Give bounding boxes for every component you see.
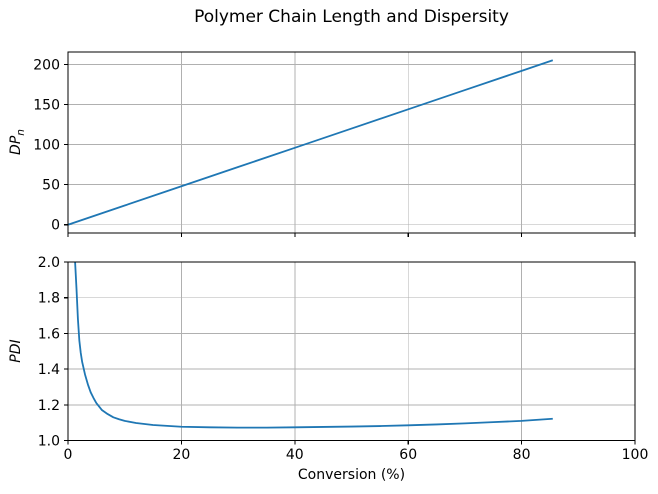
x-tick-label: 60 bbox=[399, 447, 417, 463]
y-tick-label: 1.4 bbox=[38, 362, 60, 378]
x-tick-label: 0 bbox=[64, 447, 73, 463]
y-tick-label: 1.0 bbox=[38, 434, 60, 450]
y-tick-label: 2.0 bbox=[38, 255, 60, 271]
y-tick-label: 1.6 bbox=[38, 326, 60, 342]
x-tick-label: 100 bbox=[622, 447, 649, 463]
y-tick-label: 1.2 bbox=[38, 398, 60, 414]
y-tick-label: 150 bbox=[33, 98, 60, 114]
x-tick-label: 80 bbox=[513, 447, 531, 463]
x-tick-label: 40 bbox=[286, 447, 304, 463]
y-tick-label: 1.8 bbox=[38, 291, 60, 307]
x-axis-label-conversion: Conversion (%) bbox=[297, 467, 406, 483]
figure-title: Polymer Chain Length and Dispersity bbox=[194, 7, 509, 27]
dpn-subplot: 0 50 100 150 200 bbox=[33, 51, 636, 237]
pdi-subplot-series-line bbox=[74, 262, 553, 429]
dpn-label-text: DP bbox=[8, 135, 24, 155]
y-tick-label: 200 bbox=[33, 57, 60, 73]
y-axis-label-pdi: PDI bbox=[5, 306, 27, 396]
dpn-subplot-series-line bbox=[68, 59, 554, 226]
pdi-subplot: 0 20 40 60 80 100 1.0 1.2 1.4 1.6 1.8 2.0 bbox=[38, 255, 649, 463]
y-tick-label: 50 bbox=[42, 178, 60, 194]
y-axis-label-dpn: DPn bbox=[5, 97, 27, 187]
axes-spines bbox=[67, 261, 636, 442]
dpn-label-subscript: n bbox=[14, 129, 27, 136]
y-tick-label: 0 bbox=[51, 218, 60, 234]
y-tick-label: 100 bbox=[33, 138, 60, 154]
x-tick-label: 20 bbox=[172, 447, 190, 463]
axes-spines bbox=[67, 51, 636, 234]
pdi-label-text: PDI bbox=[8, 339, 24, 363]
